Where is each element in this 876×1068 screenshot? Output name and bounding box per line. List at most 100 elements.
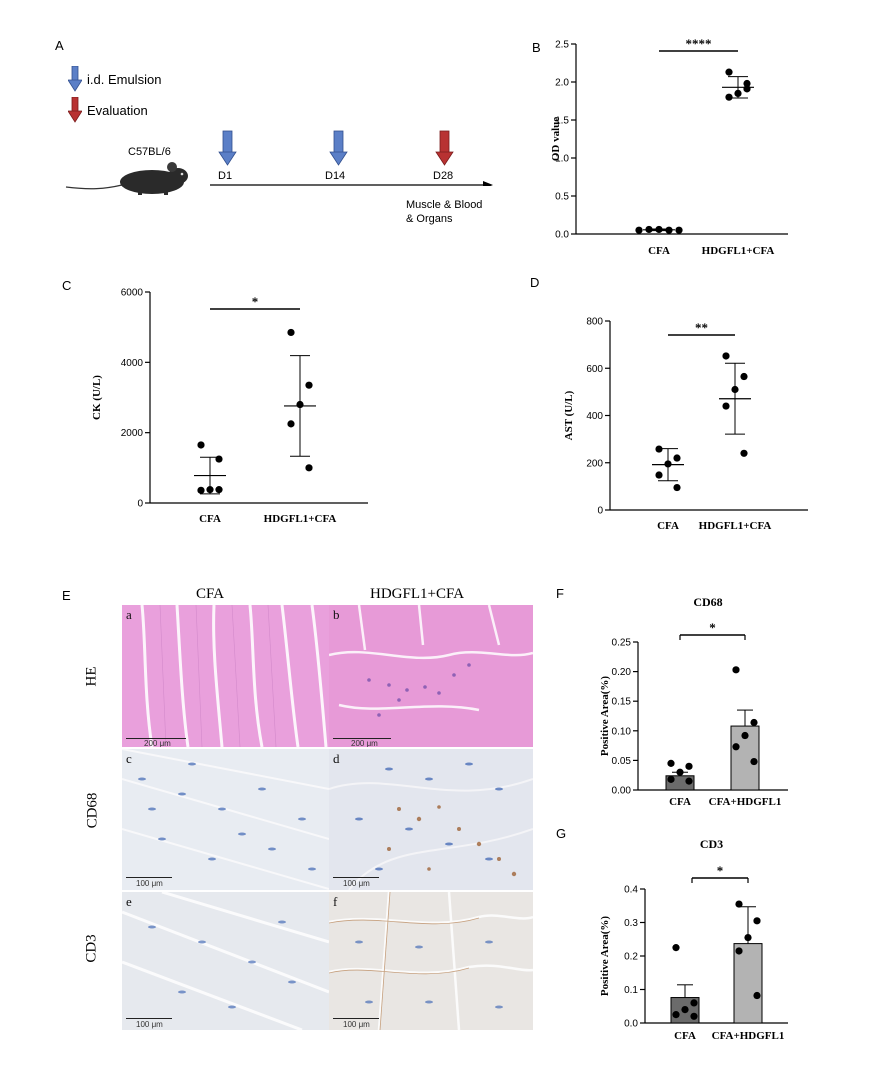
- y-tick-label-g-4: 0.4: [624, 885, 638, 896]
- row-label-cd3: CD3: [83, 934, 100, 963]
- y-tick-label-b-2: 1.0: [555, 154, 569, 165]
- he-cfa-texture: [140, 605, 328, 747]
- x-category-label-f-0: CFA: [669, 796, 691, 808]
- data-point-b-0-3: [665, 226, 673, 234]
- bar-g-1: [733, 943, 763, 1024]
- data-point-g-1-3: [735, 947, 743, 955]
- data-point-g-1-4: [753, 991, 761, 1000]
- data-point-f-1-4: [750, 757, 758, 766]
- y-tick-label-g-2: 0.2: [624, 952, 638, 963]
- scale-bar-b: [333, 738, 391, 739]
- row-label-cd68: CD68: [84, 792, 101, 829]
- y-tick-label-c-0: 0: [137, 499, 143, 510]
- data-point-d-1-1: [740, 372, 748, 381]
- panel-label-a: A: [55, 38, 64, 53]
- panel-label-b: B: [532, 40, 541, 55]
- data-point-d-1-2: [731, 385, 739, 394]
- data-point-g-0-0: [672, 944, 680, 952]
- data-point-c-0-4: [215, 486, 223, 494]
- day1-arrow-icon: [218, 130, 237, 166]
- data-point-d-0-1: [673, 454, 681, 462]
- day-label-d14: D14: [325, 170, 346, 182]
- endpoint-label-2: & Organs: [406, 213, 453, 225]
- x-category-label-c-0: CFA: [199, 513, 221, 525]
- scale-text-b: 200 μm: [351, 739, 378, 747]
- data-point-g-0-4: [690, 1012, 698, 1020]
- panel-label-c: C: [62, 278, 72, 293]
- data-point-c-1-3: [287, 420, 295, 428]
- y-tick-label-b-5: 2.5: [555, 40, 569, 51]
- y-tick-label-d-2: 400: [586, 411, 603, 422]
- scale-text-c: 100 μm: [136, 879, 163, 888]
- significance-label-f: *: [709, 620, 716, 635]
- x-category-label-f-1: CFA+HDGFL1: [709, 796, 782, 808]
- data-point-d-1-3: [722, 402, 730, 410]
- chart-d: 0 200 400 600 800 AST (U/L) CFA HDGFL1+CFA **: [563, 317, 808, 532]
- y-tick-label-f-2: 0.10: [612, 726, 632, 737]
- scale-text-d: 100 μm: [343, 879, 370, 888]
- data-point-f-1-3: [732, 743, 740, 751]
- y-tick-label-b-3: 1.5: [555, 116, 569, 127]
- y-tick-label-c-3: 6000: [121, 288, 144, 299]
- data-point-c-1-2: [296, 400, 304, 409]
- data-point-c-0-3: [197, 486, 205, 494]
- day14-arrow-icon: [329, 130, 348, 166]
- data-point-g-1-0: [735, 900, 743, 908]
- y-axis-label-c: CK (U/L): [91, 375, 103, 420]
- sub-label-c: c: [126, 751, 132, 766]
- data-point-b-0-4: [675, 226, 683, 234]
- he-hdgfl1-texture: [329, 605, 533, 717]
- timeline: [210, 130, 493, 186]
- x-category-label-b-1: HDGFL1+CFA: [702, 245, 775, 257]
- y-tick-label-b-0: 0.0: [555, 230, 569, 241]
- y-tick-label-g-0: 0.0: [624, 1019, 638, 1030]
- chart-f: CD68 0.00 0.05 0.10 0.15 0.20 0.25 Positive Are…: [599, 595, 788, 808]
- y-tick-label-f-5: 0.25: [612, 638, 632, 649]
- sub-label-a: a: [126, 607, 132, 622]
- data-point-f-1-2: [741, 731, 749, 740]
- scale-bar-c: [126, 877, 172, 878]
- data-point-b-0-0: [635, 226, 643, 234]
- data-point-b-1-1: [743, 79, 751, 88]
- chart-title-g: CD3: [700, 837, 723, 851]
- row-label-he: HE: [83, 666, 100, 687]
- x-category-label-d-0: CFA: [657, 520, 679, 532]
- mouse-icon: [65, 162, 188, 195]
- x-category-label-c-1: HDGFL1+CFA: [264, 513, 337, 525]
- scale-bar-a: [126, 738, 186, 739]
- panel-label-d: D: [530, 275, 540, 290]
- y-axis-label-g: Positive Area(%): [599, 916, 611, 996]
- scale-bar-d: [333, 877, 379, 878]
- data-point-b-0-1: [645, 225, 653, 234]
- micrograph-cd3-cfa: e 100 μm: [122, 892, 329, 1030]
- column-label-cfa: CFA: [196, 586, 225, 602]
- data-point-g-0-2: [681, 1006, 689, 1014]
- chart-g: CD3 0.0 0.1 0.2 0.3 0.4 Positive Area(%) CFA CFA…: [599, 837, 788, 1042]
- y-tick-label-d-0: 0: [597, 506, 603, 517]
- data-point-g-0-3: [672, 1011, 680, 1019]
- y-axis-label-b: OD value: [550, 117, 562, 161]
- data-point-d-0-0: [655, 445, 663, 453]
- y-tick-label-b-1: 0.5: [555, 192, 569, 203]
- y-tick-label-g-3: 0.3: [624, 918, 638, 929]
- micrograph-cd68-cfa: c 100 μm: [122, 749, 329, 890]
- data-point-b-1-4: [743, 85, 751, 93]
- sub-label-d: d: [333, 751, 340, 766]
- data-point-c-1-1: [305, 381, 313, 389]
- emulsion-arrow-icon: [68, 66, 82, 92]
- data-point-f-0-4: [685, 777, 693, 785]
- significance-label-b: ****: [686, 36, 712, 51]
- legend-emulsion: i.d. Emulsion: [87, 72, 162, 87]
- y-tick-label-f-0: 0.00: [612, 786, 632, 797]
- data-point-d-0-3: [655, 471, 663, 479]
- data-point-d-0-2: [664, 460, 672, 468]
- y-tick-label-c-2: 4000: [121, 358, 144, 369]
- scale-bar-e: [126, 1018, 172, 1019]
- cd3-hdgfl1-texture: [329, 892, 533, 1030]
- cd68-cfa-texture: [122, 749, 329, 890]
- endpoint-label: Muscle & Blood: [406, 199, 483, 211]
- x-category-label-d-1: HDGFL1+CFA: [699, 520, 772, 532]
- y-tick-label-d-4: 800: [586, 317, 603, 328]
- significance-label-c: *: [252, 294, 259, 309]
- chart-c: 0 2000 4000 6000 CK (U/L) CFA HDGFL1+CFA *: [91, 288, 368, 525]
